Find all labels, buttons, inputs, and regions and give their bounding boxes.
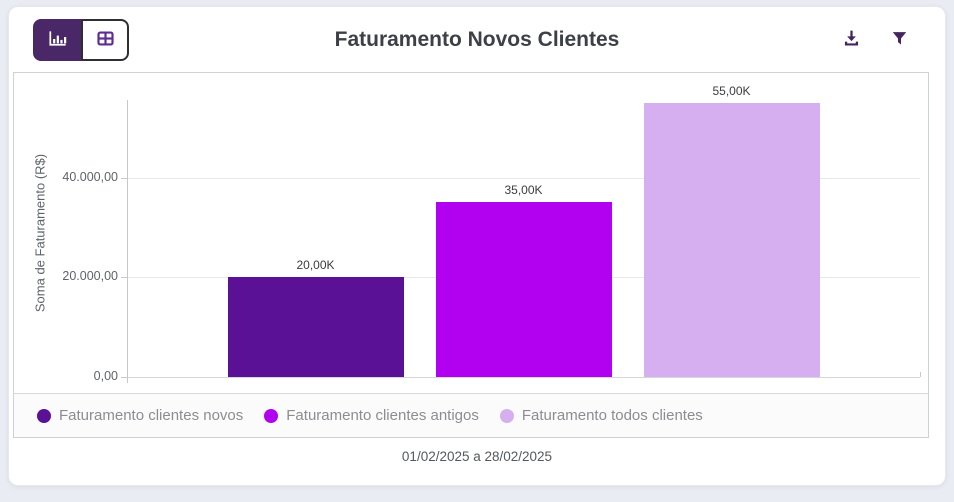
legend-dot-icon — [499, 408, 514, 423]
y-tick-label: 0,00 — [93, 369, 118, 383]
bar-chart-icon — [46, 27, 69, 53]
chart-view-button[interactable] — [33, 18, 81, 61]
legend-label: Faturamento todos clientes — [521, 407, 703, 424]
download-button[interactable] — [841, 28, 862, 52]
legend-label: Faturamento clientes novos — [59, 407, 244, 424]
gridline — [127, 177, 920, 179]
page-title: Faturamento Novos Clientes — [334, 27, 620, 51]
card-header: Faturamento Novos Clientes — [9, 7, 945, 72]
bar-faturamento-clientes-novos[interactable] — [227, 277, 404, 377]
legend-item[interactable]: Faturamento clientes antigos — [264, 407, 479, 424]
bar-value-label: 35,00K — [504, 183, 543, 198]
chart-card: Faturamento Novos Clientes — [8, 6, 946, 486]
legend-item[interactable]: Faturamento todos clientes — [499, 407, 703, 424]
y-axis-tick — [121, 377, 127, 378]
y-axis-tick — [121, 277, 127, 279]
y-axis-line — [127, 100, 128, 383]
legend-dot-icon — [37, 408, 51, 423]
download-icon — [841, 28, 862, 52]
bar-faturamento-todos-clientes[interactable] — [643, 102, 820, 377]
chart-legend: Faturamento clientes novos Faturamento cl… — [14, 394, 928, 437]
filter-button[interactable] — [890, 29, 909, 51]
header-actions — [841, 28, 909, 52]
chart-panel: Soma de Faturamento (R$) 0,00 20.000,00 40… — [13, 72, 929, 438]
chart-area: Soma de Faturamento (R$) 0,00 20.000,00 40… — [14, 73, 928, 394]
table-view-button[interactable] — [81, 18, 129, 61]
y-tick-label: 40.000,00 — [62, 169, 118, 184]
legend-dot-icon — [264, 408, 279, 423]
y-axis-tick — [121, 177, 127, 179]
bar-faturamento-clientes-antigos[interactable] — [435, 202, 612, 377]
gridline — [127, 377, 920, 378]
bar-value-label: 20,00K — [296, 258, 335, 273]
table-icon — [95, 28, 116, 52]
x-axis-right-tick — [920, 372, 921, 377]
bar-value-label: 55,00K — [712, 83, 751, 98]
y-tick-label: 20.000,00 — [62, 269, 118, 284]
legend-label: Faturamento clientes antigos — [286, 407, 479, 424]
view-toggle — [33, 18, 129, 61]
funnel-icon — [890, 29, 909, 51]
legend-item[interactable]: Faturamento clientes novos — [37, 407, 243, 424]
date-range: 01/02/2025 a 28/02/2025 — [401, 449, 553, 464]
